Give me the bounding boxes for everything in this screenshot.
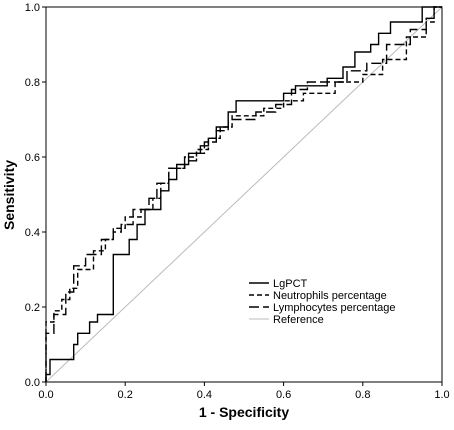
- y-axis-title: Sensitivity: [1, 160, 17, 230]
- x-tick-label: 0.2: [118, 389, 133, 401]
- y-tick-label: 0.0: [25, 377, 40, 389]
- legend-label-lgpct: LgPCT: [273, 278, 308, 290]
- series-line-neutrophils-percentage: [45, 6, 442, 382]
- y-tick-label: 0.6: [25, 152, 40, 164]
- x-tick-label: 0.0: [38, 389, 53, 401]
- x-tick-label: 0.8: [355, 389, 370, 401]
- x-tick-label: 0.4: [197, 389, 212, 401]
- x-tick-label: 0.6: [276, 389, 291, 401]
- x-tick-label: 1.0: [434, 389, 449, 401]
- series-layer: [45, 6, 443, 383]
- y-tick-label: 0.8: [25, 77, 40, 89]
- y-tick-label: 1.0: [25, 2, 40, 14]
- series-line-lymphocytes-percentage: [45, 6, 442, 382]
- y-axis-ticks: 0.0 0.2 0.4 0.6 0.8 1.0: [25, 2, 46, 389]
- series-line-reference: [45, 6, 443, 383]
- y-tick-label: 0.2: [25, 302, 40, 314]
- legend-label-lymphocytes-percentage: Lymphocytes percentage: [273, 302, 396, 314]
- y-tick-label: 0.4: [25, 227, 40, 239]
- legend-label-neutrophils-percentage: Neutrophils percentage: [273, 290, 387, 302]
- x-axis-ticks: 0.0 0.2 0.4 0.6 0.8 1.0: [38, 382, 450, 401]
- legend-label-reference: Reference: [273, 314, 324, 326]
- x-axis-title: 1 - Specificity: [199, 404, 289, 420]
